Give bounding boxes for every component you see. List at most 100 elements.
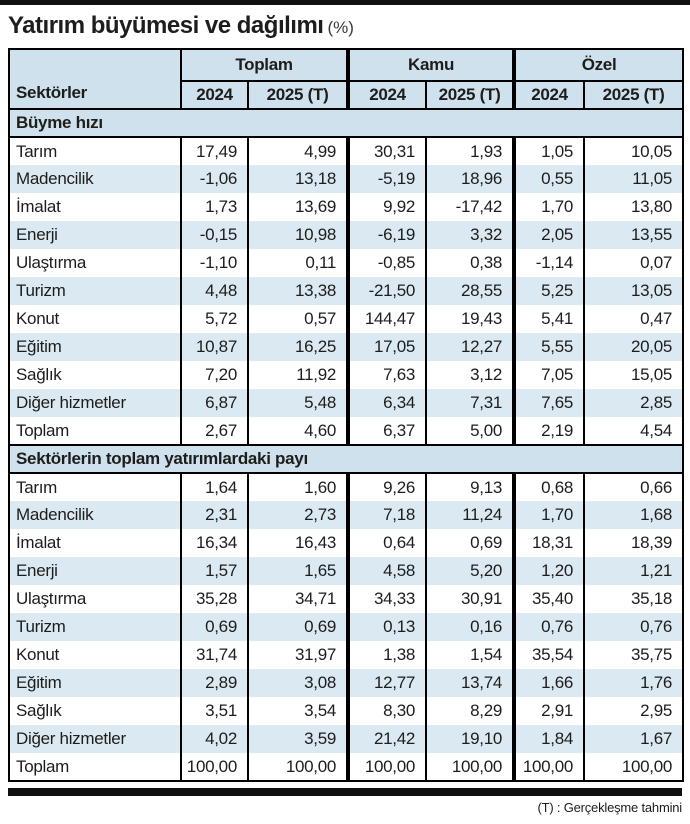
- value-cell: -6,19: [346, 221, 427, 249]
- sector-label: Tarım: [16, 477, 58, 497]
- col-group-kamu: Kamu: [346, 49, 515, 82]
- value-cell: 3,12: [425, 361, 515, 389]
- table-row-madencilik: Madencilik 2,31 2,73 7,18 11,24 1,70 1,68: [9, 501, 684, 529]
- table-row-konut: Konut 31,74 31,97 1,38 1,54 35,54 35,75: [9, 641, 684, 669]
- value-cell: 4,99: [246, 137, 349, 165]
- value-cell: 35,75: [583, 641, 684, 669]
- value-cell: 1,66: [512, 669, 585, 697]
- sector-label: Eğitim: [9, 669, 181, 697]
- value-cell: 2,89: [180, 669, 248, 697]
- sector-label: Ulaştırma: [16, 253, 87, 272]
- value-cell: 1,84: [512, 725, 585, 753]
- section-2: Sektörlerin toplam yatırımlardaki payı Ta…: [9, 444, 684, 781]
- table-row-ula-t-rma: Ulaştırma -1,10 0,11 -0,85 0,38 -1,14 0,07: [9, 249, 684, 277]
- value-cell: 7,20: [180, 361, 248, 389]
- value-cell: 4,48: [180, 277, 248, 305]
- sector-label: Diğer hizmetler: [9, 389, 181, 417]
- value-cell: 1,73: [180, 193, 248, 221]
- value-cell: 0,16: [425, 613, 515, 641]
- value-cell: 5,20: [425, 557, 515, 585]
- value-cell: 19,43: [425, 305, 515, 333]
- value-cell: 5,00: [425, 417, 515, 445]
- value-cell: 31,97: [246, 641, 349, 669]
- table-row-turizm: Turizm 0,69 0,69 0,13 0,16 0,76 0,76: [9, 613, 684, 641]
- value-cell: 16,34: [180, 529, 248, 557]
- sector-label: Diğer hizmetler: [9, 725, 181, 753]
- value-cell: 1,20: [512, 557, 585, 585]
- sector-label: İmalat: [16, 533, 61, 552]
- value-cell: 2,67: [180, 417, 248, 445]
- value-cell: 11,05: [583, 165, 684, 193]
- sector-label: Toplam: [16, 420, 70, 440]
- sector-label: Enerji: [9, 557, 181, 585]
- sector-label: Ulaştırma: [16, 589, 87, 608]
- value-cell: 0,68: [512, 473, 585, 501]
- col-header-zel-2025-t: 2025 (T): [583, 81, 684, 110]
- value-cell: 3,32: [425, 221, 515, 249]
- sector-label: Konut: [16, 645, 59, 664]
- value-cell: 31,74: [180, 641, 248, 669]
- value-cell: 1,54: [425, 641, 515, 669]
- sector-label: Turizm: [9, 613, 181, 641]
- value-cell: -0,85: [346, 249, 427, 277]
- value-cell: 7,05: [512, 361, 585, 389]
- sector-label: Madencilik: [9, 501, 181, 529]
- value-cell: 7,65: [512, 389, 585, 417]
- value-cell: 2,95: [583, 697, 684, 725]
- section-label: Büyme hızı: [9, 108, 684, 138]
- value-cell: 13,38: [246, 277, 349, 305]
- value-cell: 6,34: [346, 389, 427, 417]
- value-cell: 1,67: [583, 725, 684, 753]
- value-cell: 3,08: [246, 669, 349, 697]
- value-cell: -5,19: [346, 165, 427, 193]
- value-cell: 35,28: [180, 585, 248, 613]
- value-cell: 9,26: [346, 473, 427, 501]
- table-row-enerji: Enerji -0,15 10,98 -6,19 3,32 2,05 13,55: [9, 221, 684, 249]
- value-cell: 13,74: [425, 669, 515, 697]
- value-cell: 5,55: [512, 333, 585, 361]
- value-cell: 13,80: [583, 193, 684, 221]
- value-cell: 16,25: [246, 333, 349, 361]
- value-cell: 7,63: [346, 361, 427, 389]
- value-cell: 100,00: [425, 753, 515, 781]
- value-cell: 11,24: [425, 501, 515, 529]
- value-cell: 18,96: [425, 165, 515, 193]
- value-cell: 30,31: [346, 137, 427, 165]
- value-cell: 4,60: [246, 417, 349, 445]
- value-cell: 2,31: [180, 501, 248, 529]
- value-cell: 20,05: [583, 333, 684, 361]
- value-cell: 7,31: [425, 389, 515, 417]
- value-cell: 13,05: [583, 277, 684, 305]
- value-cell: 5,48: [246, 389, 349, 417]
- sector-label: Enerji: [9, 221, 181, 249]
- value-cell: -1,10: [180, 249, 248, 277]
- value-cell: 17,49: [180, 137, 248, 165]
- table-row-ula-t-rma: Ulaştırma 35,28 34,71 34,33 30,91 35,40 35,18: [9, 585, 684, 613]
- sector-label: Sağlık: [16, 701, 62, 720]
- value-cell: 100,00: [246, 753, 349, 781]
- header-year-row: 2024 2025 (T) 2024 2025 (T) 2024 2025 (T): [9, 81, 684, 110]
- table-row-toplam: Toplam 2,67 4,60 6,37 5,00 2,19 4,54: [9, 417, 684, 445]
- col-header-kamu-2024: 2024: [346, 81, 427, 110]
- value-cell: 17,05: [346, 333, 427, 361]
- value-cell: 0,07: [583, 249, 684, 277]
- value-cell: 6,37: [346, 417, 427, 445]
- value-cell: 1,21: [583, 557, 684, 585]
- table-row-tar-m: Tarım 17,49 4,99 30,31 1,93 1,05 10,05: [9, 137, 684, 165]
- value-cell: 18,31: [512, 529, 585, 557]
- value-cell: 10,98: [246, 221, 349, 249]
- value-cell: 11,92: [246, 361, 349, 389]
- sector-label: Konut: [16, 309, 59, 328]
- value-cell: 9,92: [346, 193, 427, 221]
- value-cell: 12,77: [346, 669, 427, 697]
- value-cell: 2,19: [512, 417, 585, 445]
- value-cell: 13,55: [583, 221, 684, 249]
- value-cell: 7,18: [346, 501, 427, 529]
- value-cell: 1,57: [180, 557, 248, 585]
- table-row-konut: Konut 5,72 0,57 144,47 19,43 5,41 0,47: [9, 305, 684, 333]
- table-row-toplam: Toplam 100,00 100,00 100,00 100,00 100,00 100,…: [9, 753, 684, 781]
- table-row-sa-l-k: Sağlık 7,20 11,92 7,63 3,12 7,05 15,05: [9, 361, 684, 389]
- table-row-di-er-hizmetler: Diğer hizmetler 4,02 3,59 21,42 19,10 1,84 1,6…: [9, 725, 684, 753]
- col-header-toplam-2024: 2024: [180, 81, 248, 110]
- investment-table: Sektörler Toplam Kamu Özel 2024 2025 (T) 2024 2…: [8, 48, 685, 782]
